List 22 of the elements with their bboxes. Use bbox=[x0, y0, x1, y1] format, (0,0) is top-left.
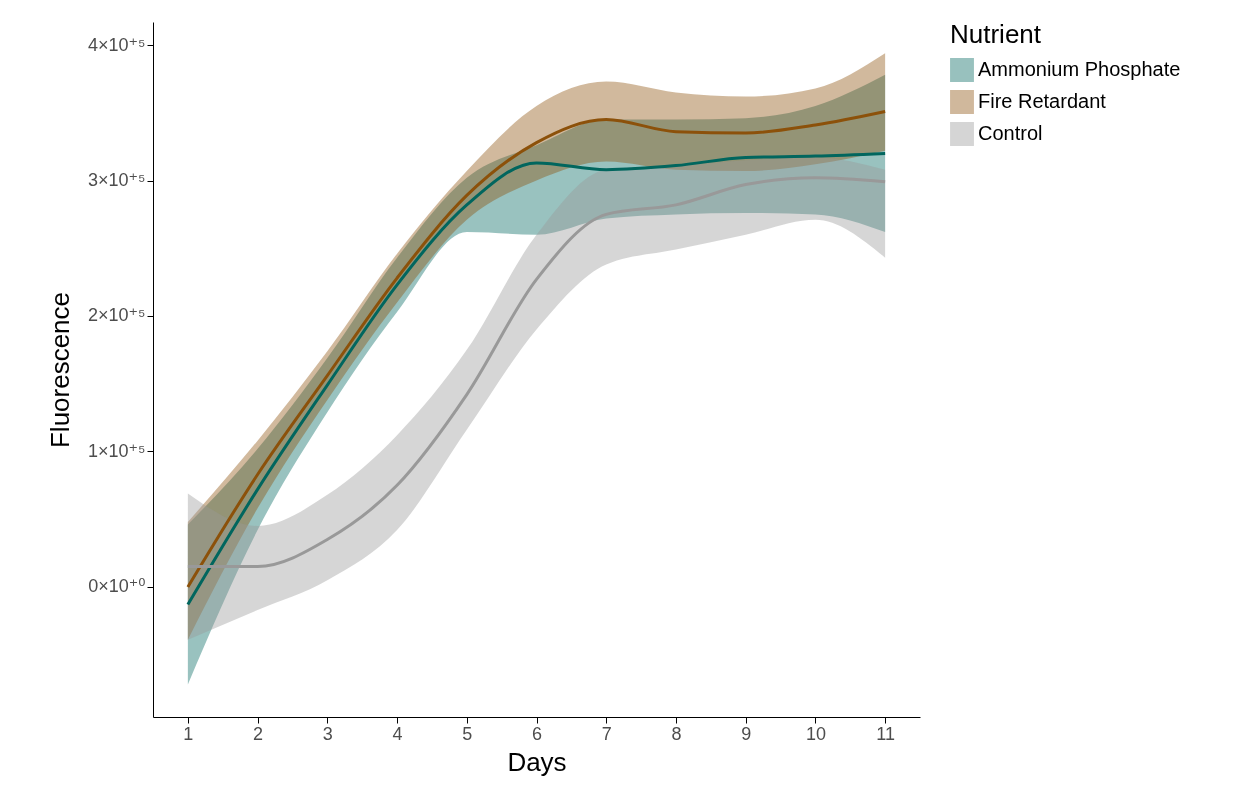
x-tick-label: 6 bbox=[531, 723, 543, 744]
y-tick-label: 3×10⁺⁵ bbox=[87, 170, 146, 191]
x-tick-label: 11 bbox=[876, 723, 895, 744]
y-tick-label: 2×10⁺⁵ bbox=[87, 305, 146, 326]
x-tick-label: 4 bbox=[392, 723, 403, 744]
x-tick-label: 10 bbox=[805, 723, 826, 744]
x-axis-title: Days bbox=[507, 746, 567, 777]
x-tick-label: 9 bbox=[741, 723, 752, 744]
legend-label: Control bbox=[978, 122, 1043, 144]
x-tick-label: 1 bbox=[183, 723, 194, 744]
x-tick-label: 2 bbox=[253, 723, 264, 744]
x-tick-label: 7 bbox=[601, 723, 612, 744]
legend-label: Ammonium Phosphate bbox=[978, 58, 1181, 80]
y-tick-label: 4×10⁺⁵ bbox=[87, 34, 146, 55]
legend-title: Nutrient bbox=[950, 19, 1042, 49]
y-axis-title: Fluorescence bbox=[44, 291, 75, 449]
x-tick-label: 8 bbox=[671, 723, 682, 744]
x-tick-label: 3 bbox=[322, 723, 333, 744]
x-tick-label: 5 bbox=[462, 723, 473, 744]
y-tick-label: 0×10⁺⁰ bbox=[88, 576, 146, 597]
legend-label: Fire Retardant bbox=[978, 90, 1107, 112]
y-tick-label: 1×10⁺⁵ bbox=[87, 440, 146, 461]
